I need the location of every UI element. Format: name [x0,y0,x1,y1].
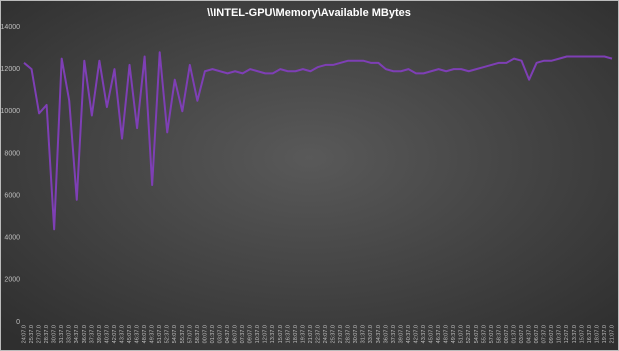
x-tick-label: 21:07.0 [609,325,615,343]
x-tick-label: 30:07.0 [52,325,58,343]
x-tick-label: 40:37.0 [104,325,110,343]
x-tick-label: 42:07.0 [413,325,419,343]
x-tick-label: 37:37.0 [89,325,95,343]
chart-title: \\INTEL-GPU\Memory\Available MBytes [207,7,411,19]
x-tick-label: 18:07.0 [293,325,299,343]
x-tick-label: 57:07.0 [187,325,193,343]
x-tick-label: 34:37.0 [376,325,382,343]
x-tick-label: 09:07.0 [549,325,555,343]
x-tick-label: 06:07.0 [534,325,540,343]
x-tick-label: 25:37.0 [331,325,337,343]
x-tick-label: 42:07.0 [112,325,118,343]
x-tick-label: 13:37.0 [572,325,578,343]
x-tick-label: 36:07.0 [82,325,88,343]
x-tick-label: 09:07.0 [248,325,254,343]
x-tick-label: 48:07.0 [444,325,450,343]
x-tick-label: 22:37.0 [315,325,321,343]
x-tick-label: 12:07.0 [263,325,269,343]
x-tick-label: 46:37.0 [436,325,442,343]
x-tick-label: 40:37.0 [406,325,412,343]
x-tick-label: 04:37.0 [225,325,231,343]
x-tick-label: 46:37.0 [135,325,141,343]
x-tick-label: 54:07.0 [172,325,178,343]
x-tick-label: 16:37.0 [587,325,593,343]
y-tick-label: 10000 [1,108,21,115]
x-tick-label: 06:07.0 [233,325,239,343]
x-tick-label: 28:37.0 [44,325,50,343]
x-tick-label: 07:37.0 [240,325,246,343]
y-tick-label: 8000 [4,150,20,157]
x-tick-label: 39:07.0 [97,325,103,343]
x-tick-label: 31:37.0 [59,325,65,343]
x-tick-label: 03:07.0 [217,325,223,343]
x-tick-label: 24:07.0 [323,325,329,343]
x-tick-label: 36:07.0 [383,325,389,343]
y-tick-label: 2000 [4,277,20,284]
x-tick-label: 57:07.0 [489,325,495,343]
x-tick-label: 10:37.0 [255,325,261,343]
x-tick-label: 13:37.0 [270,325,276,343]
x-tick-label: 00:07.0 [504,325,510,343]
x-tick-label: 27:07.0 [37,325,43,343]
y-tick-label: 14000 [1,24,21,31]
x-tick-label: 28:37.0 [346,325,352,343]
x-tick-label: 12:07.0 [564,325,570,343]
x-tick-label: 18:07.0 [594,325,600,343]
x-tick-label: 51:07.0 [157,325,163,343]
x-tick-label: 52:37.0 [165,325,171,343]
x-tick-label: 15:07.0 [579,325,585,343]
x-tick-label: 43:37.0 [421,325,427,343]
x-tick-label: 25:37.0 [29,325,35,343]
x-tick-label: 31:37.0 [361,325,367,343]
x-tick-label: 49:37.0 [451,325,457,343]
x-tick-label: 34:37.0 [74,325,80,343]
x-tick-label: 58:37.0 [496,325,502,343]
x-tick-label: 45:07.0 [127,325,133,343]
x-tick-label: 10:37.0 [557,325,563,343]
y-tick-label: 0 [16,319,20,326]
x-tick-label: 21:07.0 [308,325,314,343]
x-tick-label: 19:37.0 [602,325,608,343]
x-tick-label: 30:07.0 [353,325,359,343]
x-tick-label: 33:07.0 [368,325,374,343]
x-tick-label: 58:37.0 [195,325,201,343]
x-tick-label: 54:07.0 [474,325,480,343]
x-tick-label: 15:07.0 [278,325,284,343]
x-tick-label: 19:37.0 [300,325,306,343]
x-tick-label: 55:37.0 [180,325,186,343]
x-tick-label: 27:07.0 [338,325,344,343]
x-tick-label: 04:37.0 [527,325,533,343]
x-tick-label: 07:37.0 [542,325,548,343]
y-tick-label: 4000 [4,235,20,242]
x-tick-label: 55:37.0 [481,325,487,343]
y-tick-label: 12000 [1,66,21,73]
x-tick-label: 00:07.0 [202,325,208,343]
line-series [23,51,613,231]
x-tick-label: 43:37.0 [119,325,125,343]
x-tick-label: 39:07.0 [398,325,404,343]
x-tick-label: 01:37.0 [210,325,216,343]
x-tick-label: 51:07.0 [459,325,465,343]
x-tick-label: 37:37.0 [391,325,397,343]
x-tick-label: 16:37.0 [285,325,291,343]
y-tick-label: 6000 [4,192,20,199]
x-tick-label: 49:37.0 [150,325,156,343]
x-tick-label: 01:37.0 [511,325,517,343]
x-tick-label: 45:07.0 [429,325,435,343]
x-tick-label: 48:07.0 [142,325,148,343]
x-tick-label: 52:37.0 [466,325,472,343]
x-tick-label: 24:07.0 [21,325,27,343]
x-tick-label: 03:07.0 [519,325,525,343]
x-tick-label: 33:07.0 [67,325,73,343]
